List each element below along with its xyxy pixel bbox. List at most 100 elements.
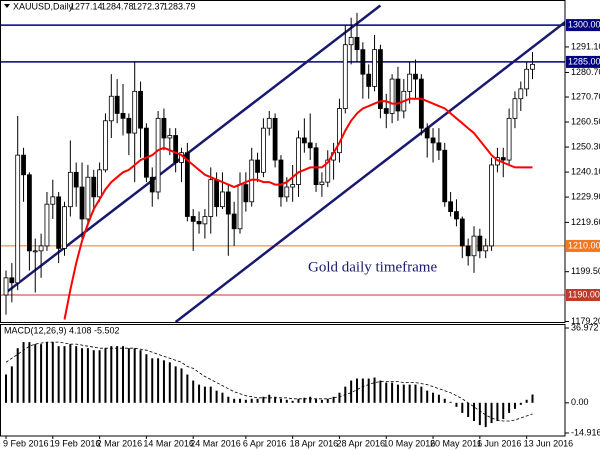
candle-body <box>418 78 424 129</box>
candle-body <box>272 117 278 161</box>
symbol-title: XAUUSD,Daily <box>13 1 74 11</box>
candle-body <box>319 181 325 185</box>
macd-frame <box>0 324 566 437</box>
candle-body <box>21 154 26 176</box>
candle-body <box>465 245 471 257</box>
candle-body <box>296 137 301 185</box>
level-tag <box>566 289 600 302</box>
candle-body <box>97 169 102 198</box>
candle-body <box>360 49 366 75</box>
candle-body <box>79 186 85 220</box>
candle-body <box>325 159 331 183</box>
candle-body <box>126 117 132 134</box>
candle-body <box>395 78 401 112</box>
candle-body <box>9 277 15 284</box>
candle-body <box>500 157 506 161</box>
x-tick-label: 9 Feb 2016 <box>3 438 49 448</box>
main-plot <box>0 4 565 322</box>
candle-body <box>161 117 167 139</box>
candle-body <box>524 68 530 90</box>
annotation: Gold daily timeframe <box>308 259 437 275</box>
ohlc-value: 1283.79 <box>163 1 196 11</box>
candle-body <box>243 184 249 203</box>
level-label: 1210.00 <box>568 240 600 250</box>
candle-body <box>173 135 179 163</box>
candle-body <box>413 73 418 80</box>
x-tick-label: 10 May 2016 <box>383 438 435 448</box>
candle-body <box>255 159 260 173</box>
level-label: 1300.00 <box>568 19 600 29</box>
level-tag <box>566 55 600 68</box>
candle-body <box>342 44 348 109</box>
candle-body <box>220 191 225 208</box>
candle-body <box>383 108 389 114</box>
candle-body <box>290 184 296 188</box>
candle-body <box>530 63 535 70</box>
candle-body <box>512 98 518 119</box>
macd-signal <box>5 341 533 422</box>
candle-body <box>114 95 120 114</box>
macd-y-tick-label: -14.916 <box>571 427 600 437</box>
candle-body <box>266 117 272 129</box>
candle-body <box>348 36 354 46</box>
x-tick-label: 13 Jun 2016 <box>524 438 574 448</box>
menu-icon <box>4 4 10 8</box>
candle-body <box>26 174 32 252</box>
macd-plot <box>5 341 534 428</box>
candle-body <box>62 206 67 249</box>
candle-body <box>337 108 342 154</box>
x-tick-label: 19 Feb 2016 <box>50 438 101 448</box>
candle-body <box>307 142 313 149</box>
candle-body <box>225 191 231 215</box>
x-tick-label: 28 Apr 2016 <box>336 438 385 448</box>
candle-body <box>38 245 44 252</box>
trendline <box>5 4 382 294</box>
trendline <box>174 20 565 322</box>
candle-body <box>196 220 202 225</box>
candle-body <box>208 179 214 217</box>
candle-body <box>15 154 21 284</box>
y-tick-label: 1280.70 <box>571 67 600 77</box>
y-tick-label: 1219.60 <box>571 217 600 227</box>
macd-title: MACD(12,26,9) 4.108 -5.502 <box>4 325 120 335</box>
level-label: 1285.00 <box>568 56 600 66</box>
candle-body <box>91 176 97 198</box>
candle-body <box>184 152 190 217</box>
candle-body <box>73 171 79 188</box>
candle-body <box>167 135 173 139</box>
candle-body <box>143 127 149 178</box>
x-tick-label: 14 Mar 2016 <box>143 438 194 448</box>
level-tag <box>566 19 600 32</box>
candle-body <box>477 235 483 252</box>
candle-body <box>56 196 62 249</box>
x-tick-label: 18 Apr 2016 <box>290 438 339 448</box>
y-tick-label: 1229.90 <box>571 191 600 201</box>
main-frame <box>0 0 566 323</box>
candle-body <box>231 213 237 230</box>
candle-body <box>313 147 319 185</box>
candle-body <box>103 120 108 171</box>
candle-body <box>430 137 436 144</box>
y-tick-label: 1199.50 <box>571 266 600 276</box>
candle-body <box>442 149 448 203</box>
candle-body <box>407 73 413 92</box>
level-label: 1190.00 <box>568 289 600 299</box>
candle-body <box>489 164 494 247</box>
candle-body <box>138 90 143 129</box>
candle-body <box>459 218 465 247</box>
candle-body <box>108 95 114 122</box>
candle-body <box>85 176 91 220</box>
candle-body <box>120 113 126 119</box>
candle-body <box>260 127 266 173</box>
candle-body <box>377 49 383 109</box>
y-tick-label: 1240.10 <box>571 166 600 176</box>
candle-body <box>471 235 477 257</box>
candle-body <box>32 250 38 253</box>
ohlc-value: 1272.37 <box>132 1 165 11</box>
x-tick-label: 24 Mar 2016 <box>190 438 241 448</box>
candle-body <box>67 171 73 208</box>
x-tick-label: 1 Jun 2016 <box>477 438 522 448</box>
candle-body <box>214 179 220 208</box>
y-tick-label: 1250.30 <box>571 141 600 151</box>
